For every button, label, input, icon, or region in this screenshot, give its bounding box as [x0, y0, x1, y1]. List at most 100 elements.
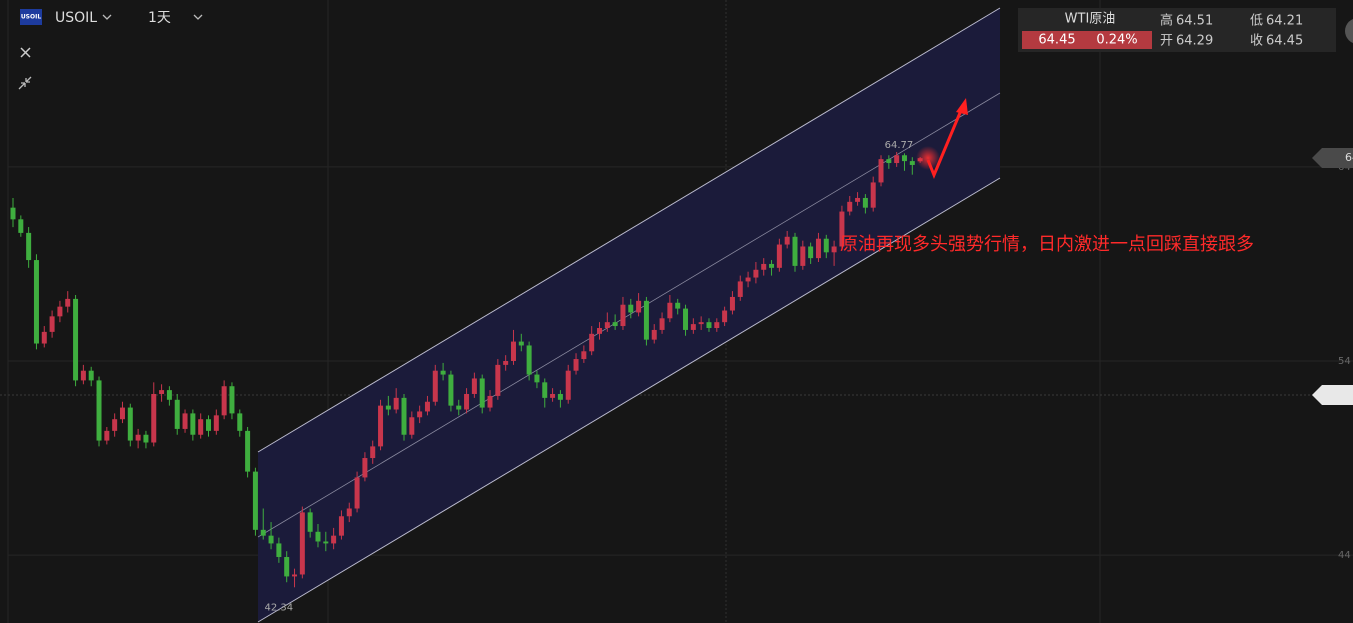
- channel-upper: [257, 7, 1001, 453]
- candle-body: [159, 390, 165, 394]
- candle-body: [370, 446, 376, 459]
- symbol-chevron[interactable]: [102, 14, 112, 20]
- candle-body: [753, 269, 759, 278]
- candle-body: [245, 430, 251, 472]
- candle-body: [597, 327, 602, 334]
- candle-body: [252, 471, 258, 530]
- channel-lower: [257, 177, 1001, 623]
- candle-body: [292, 574, 298, 577]
- symbol-icon: [20, 9, 42, 25]
- candle-body: [393, 397, 399, 410]
- candle-body: [354, 477, 360, 509]
- candle-body: [440, 370, 446, 375]
- candle-body: [198, 419, 204, 435]
- price-tags: 64.45: [1312, 148, 1353, 405]
- candle-body: [581, 351, 587, 360]
- close-icon[interactable]: [20, 47, 31, 58]
- candle-body: [112, 419, 118, 431]
- high-label: 64.77: [885, 140, 914, 151]
- candle-body: [847, 201, 853, 212]
- candle-body: [284, 557, 290, 577]
- candle-body: [510, 341, 516, 361]
- candle-body: [612, 322, 618, 327]
- close-label: 收: [1250, 34, 1263, 49]
- menu-button[interactable]: [1345, 18, 1353, 44]
- candle-body: [346, 508, 352, 517]
- interval-chevron[interactable]: [193, 14, 203, 20]
- candle-body: [385, 405, 391, 410]
- candle-body: [589, 333, 595, 352]
- candle-body: [331, 535, 337, 544]
- candle-body: [808, 246, 814, 259]
- candle-body: [839, 211, 845, 247]
- candle-body: [96, 380, 102, 441]
- candle-body: [870, 182, 876, 208]
- candle-body: [10, 207, 16, 220]
- collapse-icon[interactable]: [18, 76, 32, 90]
- candle-body: [909, 161, 915, 165]
- candle-body: [268, 535, 274, 544]
- arrow-head: [956, 98, 968, 115]
- close-value: 64.45: [1266, 34, 1303, 49]
- candle-body: [722, 310, 728, 323]
- candle-body: [565, 370, 571, 400]
- candle-body: [604, 322, 610, 328]
- candle-body: [65, 298, 71, 307]
- candle-body: [119, 407, 125, 420]
- candle-body: [573, 359, 579, 371]
- candle-body: [706, 322, 712, 328]
- candle-body: [542, 382, 548, 398]
- candle-body: [456, 405, 462, 410]
- candle-body: [80, 370, 86, 381]
- interval[interactable]: 1天: [148, 10, 171, 26]
- candle-body: [73, 298, 79, 381]
- candle-body: [503, 360, 509, 365]
- candle-body: [745, 277, 751, 282]
- candle-body: [823, 238, 829, 253]
- candle-body: [229, 386, 235, 414]
- candle-body: [135, 434, 141, 441]
- symbol[interactable]: USOIL: [55, 10, 97, 26]
- candle-body: [260, 529, 266, 536]
- candle-body: [104, 430, 110, 441]
- candle-body: [518, 341, 524, 346]
- candle-body: [831, 246, 837, 253]
- candle-body: [315, 531, 321, 542]
- open-value: 64.29: [1176, 34, 1213, 49]
- candle-body: [675, 302, 681, 309]
- candle-body: [714, 322, 720, 328]
- candle-body: [479, 378, 485, 408]
- candle-body: [401, 397, 407, 435]
- low-label: 42.34: [265, 602, 294, 613]
- candle-body: [557, 393, 563, 400]
- candle-body: [424, 401, 430, 412]
- high-label: 高: [1160, 13, 1173, 29]
- candle-body: [378, 405, 384, 447]
- candle-body: [636, 300, 642, 313]
- last-price-tag: [1312, 148, 1353, 168]
- arrow: [926, 107, 964, 179]
- candle-body: [628, 304, 634, 313]
- candle-body: [901, 155, 907, 162]
- candle-body: [800, 246, 806, 266]
- candle-body: [26, 232, 32, 261]
- candle-body: [221, 386, 227, 416]
- candles: 64.77 42.34: [10, 140, 923, 613]
- candle-body: [683, 308, 689, 330]
- candle-body: [792, 236, 798, 266]
- candle-body: [448, 374, 454, 406]
- candle-body: [495, 364, 501, 396]
- candle-body: [886, 159, 892, 164]
- candle-body: [237, 413, 243, 431]
- candle-body: [299, 512, 305, 575]
- last-price: 64.45: [1345, 151, 1353, 164]
- candle-body: [620, 304, 626, 327]
- y-tick-label: 44: [1338, 550, 1351, 561]
- open-label: 开: [1160, 34, 1173, 49]
- candle-body: [464, 393, 470, 410]
- quote-badge: [1022, 31, 1152, 49]
- crosshair-tag: [1312, 385, 1353, 405]
- candle-body: [213, 415, 219, 431]
- candle-body: [323, 541, 329, 544]
